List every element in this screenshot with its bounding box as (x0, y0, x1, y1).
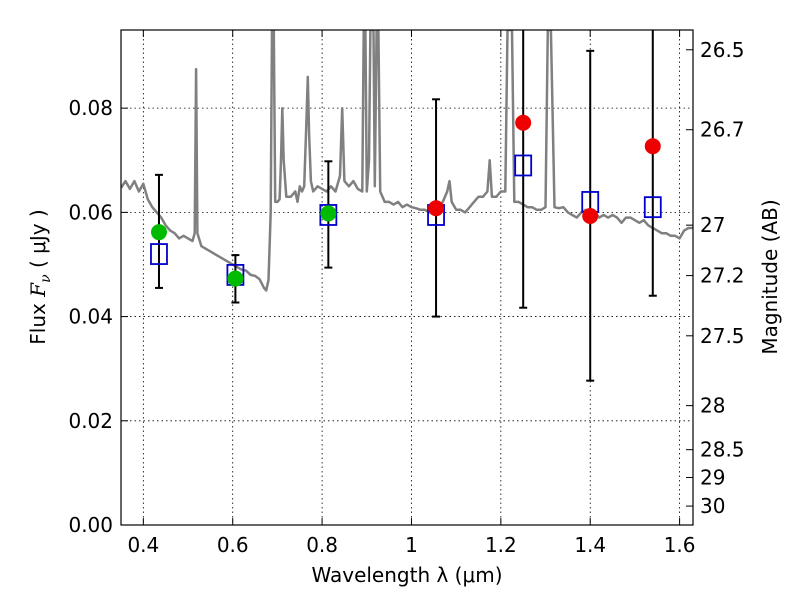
magnitude-tick-label: 29 (700, 465, 725, 489)
spectrum-line (121, 30, 693, 292)
y-axis-label-subscript: ν (38, 274, 54, 283)
x-tick-label: 1.6 (664, 533, 696, 557)
model-flux-square (643, 196, 662, 219)
y-tick-labels: 0.00 0.02 0.04 0.06 0.08 (68, 96, 113, 537)
observed-flux-point (644, 138, 661, 155)
y-tick-label: 0.04 (68, 305, 113, 329)
x-tick-label: 0.8 (306, 533, 338, 557)
magnitude-tick-labels: 26.5 26.7 27 27.2 27.5 28 28.5 29 30 (700, 38, 745, 518)
x-tick-label: 1.2 (485, 533, 517, 557)
y-axis-label-prefix: Flux (26, 297, 50, 345)
observed-flux-point (515, 114, 532, 131)
y-tick-label: 0.02 (68, 409, 113, 433)
spectrum-layer (121, 30, 693, 292)
x-tick-labels: 0.4 0.6 0.8 1 1.2 1.4 1.6 (127, 533, 695, 557)
magnitude-tick-label: 28.5 (700, 438, 745, 462)
x-axis-label: Wavelength λ (μm) (311, 563, 502, 587)
x-tick-label: 0.4 (127, 533, 159, 557)
observed-flux-point (227, 270, 244, 287)
plot-background (121, 30, 693, 525)
x-tick-label: 1.4 (574, 533, 606, 557)
magnitude-tick-label: 28 (700, 394, 725, 418)
magnitude-tick-label: 27.2 (700, 264, 745, 288)
y-tick-label: 0.00 (68, 513, 113, 537)
model-flux-square (319, 204, 338, 226)
model-flux-square (514, 154, 533, 177)
model-flux-square (150, 243, 168, 265)
plot-frame (120, 29, 694, 526)
axis-ticks (121, 30, 693, 526)
y-axis-label-suffix: ( μJy ) (26, 209, 50, 274)
magnitude-axis-label: Magnitude (AB) (758, 199, 782, 354)
magnitude-tick-label: 27 (700, 213, 725, 237)
magnitude-tick-label: 27.5 (700, 324, 745, 348)
x-tick-label: 0.6 (217, 533, 249, 557)
observed-flux-layer (150, 114, 661, 287)
magnitude-tick-label: 30 (700, 494, 725, 518)
y-tick-label: 0.06 (68, 200, 113, 224)
magnitude-tick-label: 26.5 (700, 38, 745, 62)
y-axis-label: Flux Fν ( μJy ) (26, 209, 54, 344)
observed-flux-point (428, 200, 445, 217)
magnitude-tick-label: 26.7 (700, 118, 745, 142)
observed-flux-point (582, 208, 599, 225)
x-tick-label: 1 (405, 533, 418, 557)
y-tick-label: 0.08 (68, 96, 113, 120)
observed-flux-point (150, 224, 167, 241)
y-axis-label-symbol: F (26, 282, 50, 298)
observed-flux-point (320, 205, 337, 222)
